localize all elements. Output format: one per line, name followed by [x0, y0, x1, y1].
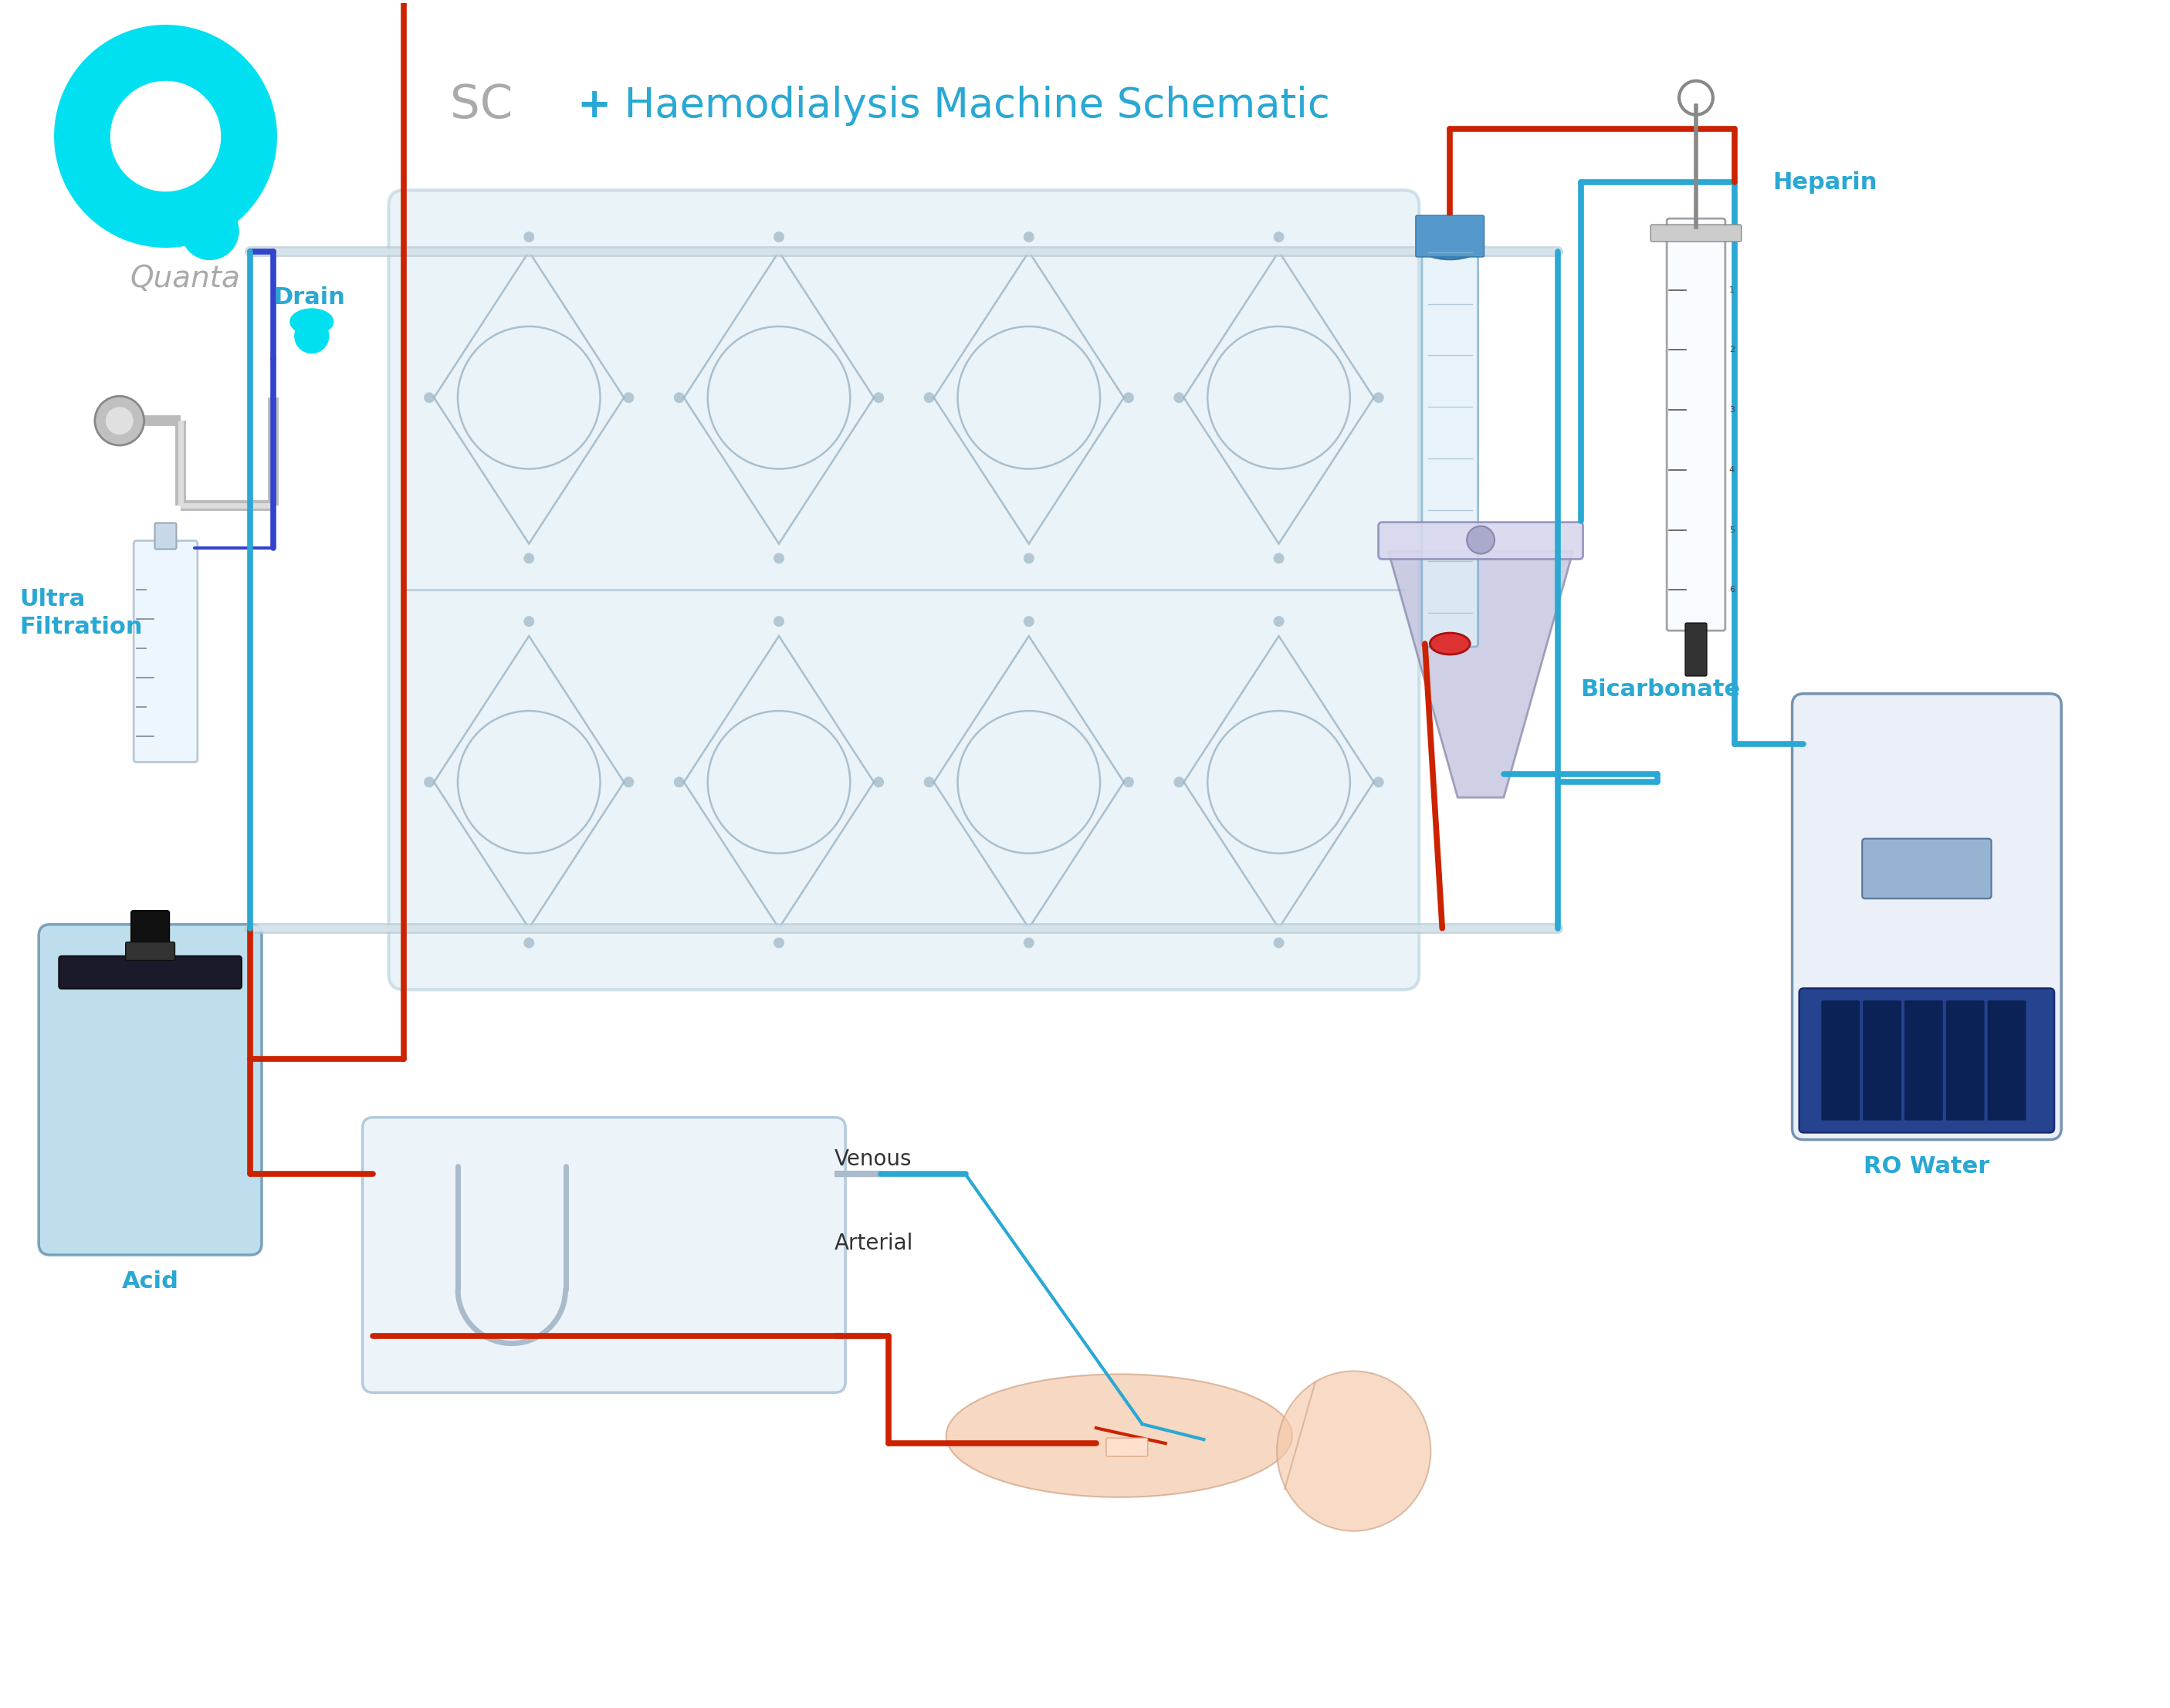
Circle shape — [523, 617, 534, 627]
Text: 1: 1 — [1729, 287, 1734, 294]
FancyBboxPatch shape — [1946, 1001, 1983, 1120]
FancyBboxPatch shape — [126, 943, 176, 960]
FancyBboxPatch shape — [1667, 219, 1725, 630]
Text: Bicarbonate: Bicarbonate — [1580, 678, 1740, 700]
Circle shape — [1467, 526, 1495, 553]
Circle shape — [1024, 938, 1035, 948]
Text: SC: SC — [449, 82, 512, 128]
Circle shape — [675, 393, 684, 403]
Circle shape — [773, 617, 783, 627]
Text: Acid: Acid — [122, 1271, 178, 1293]
Circle shape — [872, 777, 883, 787]
FancyBboxPatch shape — [135, 541, 197, 762]
Ellipse shape — [946, 1375, 1293, 1498]
Circle shape — [1174, 393, 1185, 403]
Circle shape — [423, 777, 434, 787]
Text: Drain: Drain — [273, 287, 345, 309]
FancyBboxPatch shape — [1799, 989, 2055, 1132]
Circle shape — [1374, 777, 1384, 787]
Circle shape — [872, 393, 883, 403]
Text: 6: 6 — [1729, 586, 1734, 594]
Circle shape — [523, 553, 534, 564]
FancyBboxPatch shape — [1792, 693, 2062, 1139]
Polygon shape — [1389, 552, 1573, 798]
FancyBboxPatch shape — [1107, 1438, 1148, 1457]
FancyBboxPatch shape — [362, 1117, 846, 1392]
Text: 3: 3 — [1729, 407, 1734, 413]
FancyBboxPatch shape — [39, 924, 263, 1255]
Ellipse shape — [1276, 1372, 1430, 1530]
FancyBboxPatch shape — [1821, 1001, 1860, 1120]
Circle shape — [623, 393, 634, 403]
Text: 5: 5 — [1729, 526, 1734, 535]
FancyBboxPatch shape — [1905, 1001, 1942, 1120]
Text: RO Water: RO Water — [1864, 1155, 1990, 1179]
Circle shape — [423, 393, 434, 403]
Text: Ultra
Filtration: Ultra Filtration — [20, 588, 143, 639]
Circle shape — [1274, 553, 1285, 564]
FancyBboxPatch shape — [1862, 1001, 1901, 1120]
FancyBboxPatch shape — [1378, 523, 1582, 559]
FancyBboxPatch shape — [154, 523, 176, 550]
Circle shape — [1374, 393, 1384, 403]
Circle shape — [106, 407, 132, 434]
Text: Haemodialysis Machine Schematic: Haemodialysis Machine Schematic — [612, 85, 1330, 126]
Text: 4: 4 — [1729, 466, 1734, 473]
Ellipse shape — [1417, 229, 1482, 260]
Circle shape — [1124, 777, 1135, 787]
Text: Arterial: Arterial — [835, 1233, 914, 1254]
Circle shape — [924, 777, 935, 787]
FancyBboxPatch shape — [130, 910, 169, 950]
FancyBboxPatch shape — [1421, 241, 1478, 647]
FancyBboxPatch shape — [1651, 225, 1740, 241]
Text: Venous: Venous — [835, 1148, 911, 1170]
FancyBboxPatch shape — [59, 956, 241, 989]
Circle shape — [1024, 553, 1035, 564]
FancyBboxPatch shape — [1862, 839, 1992, 898]
Circle shape — [924, 393, 935, 403]
Ellipse shape — [1430, 634, 1469, 654]
Circle shape — [773, 553, 783, 564]
Polygon shape — [54, 24, 278, 248]
Circle shape — [773, 232, 783, 243]
Circle shape — [1274, 617, 1285, 627]
FancyBboxPatch shape — [388, 190, 1419, 989]
Text: Quanta: Quanta — [130, 263, 241, 294]
Circle shape — [1274, 938, 1285, 948]
Polygon shape — [295, 319, 328, 354]
Circle shape — [1174, 777, 1185, 787]
FancyBboxPatch shape — [1415, 215, 1484, 256]
Circle shape — [95, 396, 143, 446]
FancyBboxPatch shape — [1988, 1001, 2027, 1120]
Circle shape — [623, 777, 634, 787]
Text: +: + — [577, 85, 612, 126]
Text: 2: 2 — [1729, 347, 1734, 354]
FancyBboxPatch shape — [1686, 623, 1708, 676]
Circle shape — [1124, 393, 1135, 403]
Polygon shape — [291, 309, 334, 335]
Circle shape — [1024, 232, 1035, 243]
Circle shape — [1024, 617, 1035, 627]
Circle shape — [180, 202, 239, 260]
Circle shape — [1274, 232, 1285, 243]
Circle shape — [523, 938, 534, 948]
Text: Heparin: Heparin — [1773, 171, 1877, 193]
Circle shape — [773, 938, 783, 948]
Circle shape — [675, 777, 684, 787]
Circle shape — [523, 232, 534, 243]
